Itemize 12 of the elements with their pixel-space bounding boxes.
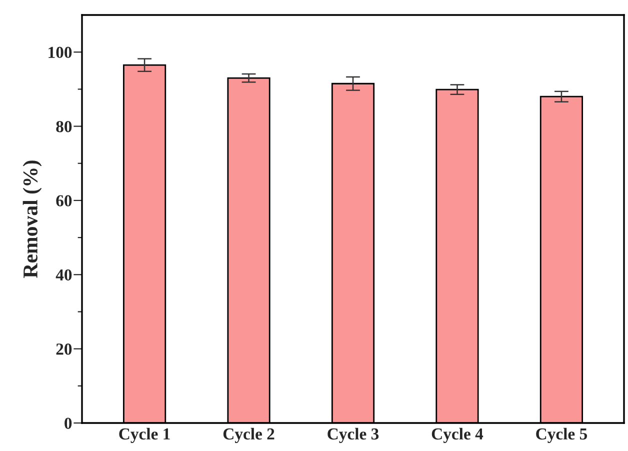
- x-tick-label: Cycle 3: [328, 428, 379, 444]
- x-tick-label: Cycle 5: [536, 428, 587, 444]
- x-tick-label: Cycle 4: [432, 428, 484, 444]
- y-tick-label: 80: [56, 120, 72, 132]
- y-tick-label: 20: [56, 344, 72, 355]
- x-tick-label: Cycle 2: [223, 428, 274, 444]
- y-tick-label: 100: [48, 46, 72, 58]
- y-tick-label: 40: [56, 269, 72, 281]
- y-tick-label: 60: [56, 195, 72, 206]
- y-axis-title: Removal (%): [22, 160, 42, 278]
- y-tick-label: 0: [64, 418, 72, 429]
- x-tick-label: Cycle 1: [119, 428, 170, 444]
